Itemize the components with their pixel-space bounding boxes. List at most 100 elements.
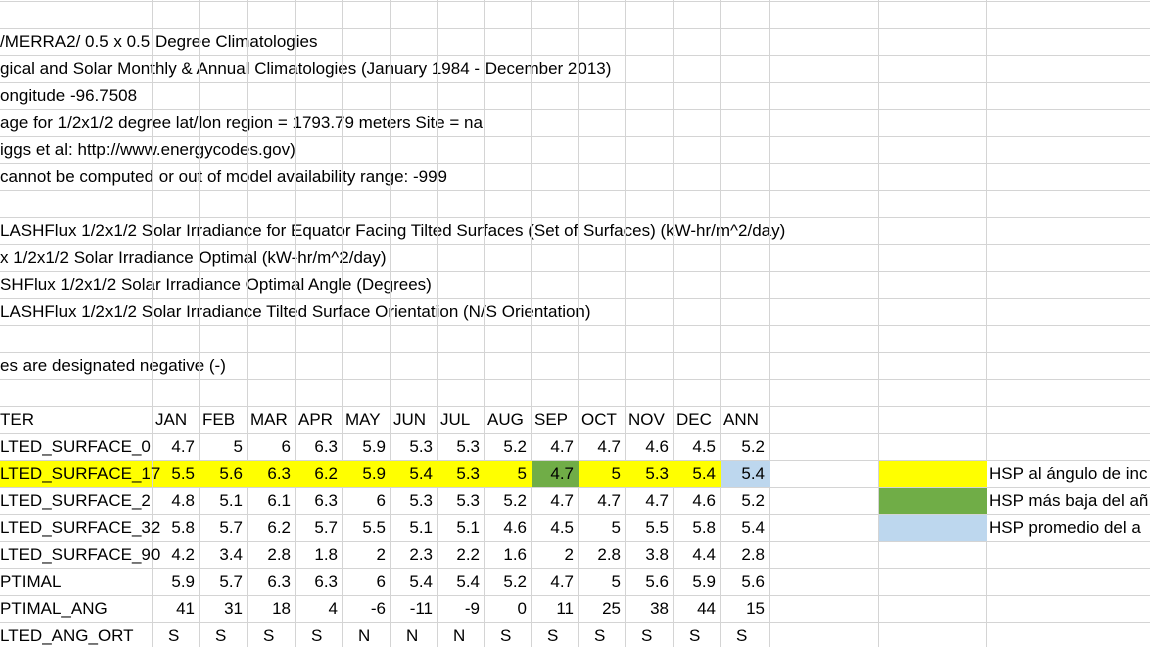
table-cell[interactable]: 2.8 xyxy=(267,545,291,564)
table-cell[interactable]: 5.5 xyxy=(362,518,386,537)
table-cell[interactable]: 5 xyxy=(611,464,621,483)
table-cell[interactable]: S xyxy=(594,626,606,645)
row-label[interactable]: PTIMAL_ANG xyxy=(0,599,108,618)
table-cell[interactable]: 4.7 xyxy=(550,491,574,510)
table-cell[interactable]: 2.3 xyxy=(409,545,433,564)
table-cell[interactable]: 1.8 xyxy=(314,545,338,564)
table-cell[interactable]: 5.5 xyxy=(171,464,195,483)
legend-text[interactable]: HSP al ángulo de inc xyxy=(989,464,1148,483)
table-cell[interactable]: -6 xyxy=(370,599,386,618)
info-line-2[interactable]: gical and Solar Monthly & Annual Climato… xyxy=(0,59,612,78)
table-cell[interactable]: 6.3 xyxy=(314,437,338,456)
table-cell[interactable]: 4.2 xyxy=(171,545,195,564)
table-cell[interactable]: 3.8 xyxy=(645,545,669,564)
month-header-jun[interactable]: JUN xyxy=(393,410,427,429)
table-cell[interactable]: 38 xyxy=(650,599,669,618)
table-cell[interactable]: 5.9 xyxy=(362,464,386,483)
table-cell[interactable]: 5.2 xyxy=(741,491,765,510)
table-cell[interactable]: S xyxy=(263,626,275,645)
table-cell[interactable]: 5.1 xyxy=(409,518,433,537)
table-cell[interactable]: 5.7 xyxy=(314,518,338,537)
table-cell[interactable]: 5.2 xyxy=(503,437,527,456)
table-cell[interactable]: 11 xyxy=(556,599,574,618)
table-cell[interactable]: S xyxy=(311,626,323,645)
header-parameter[interactable]: TER xyxy=(0,410,34,429)
table-cell[interactable]: 5.3 xyxy=(456,464,480,483)
table-cell[interactable]: 5.2 xyxy=(741,437,765,456)
month-header-jan[interactable]: JAN xyxy=(155,410,188,429)
table-cell[interactable]: 25 xyxy=(602,599,621,618)
table-cell[interactable]: 4.7 xyxy=(597,491,621,510)
info-line-8[interactable]: LASHFlux 1/2x1/2 Solar Irradiance for Eq… xyxy=(0,221,786,240)
month-header-nov[interactable]: NOV xyxy=(628,410,665,429)
month-header-ann[interactable]: ANN xyxy=(723,410,759,429)
table-cell[interactable]: 6.3 xyxy=(267,572,291,591)
table-cell[interactable]: 4.6 xyxy=(645,437,669,456)
table-cell[interactable]: 5.4 xyxy=(741,464,765,483)
table-cell[interactable]: 0 xyxy=(517,599,527,618)
legend-text[interactable]: HSP más baja del añ xyxy=(989,491,1149,510)
table-cell[interactable]: 6.3 xyxy=(314,572,338,591)
month-header-may[interactable]: MAY xyxy=(345,410,381,429)
table-cell[interactable]: 5.3 xyxy=(409,491,433,510)
table-cell[interactable]: 1.6 xyxy=(503,545,527,564)
table-cell[interactable]: 5 xyxy=(233,437,243,456)
info-line-4[interactable]: age for 1/2x1/2 degree lat/lon region = … xyxy=(0,113,483,132)
info-line-3[interactable]: ongitude -96.7508 xyxy=(0,86,138,105)
info-line-6[interactable]: cannot be computed or out of model avail… xyxy=(0,167,447,186)
row-label[interactable]: LTED_SURFACE_2 xyxy=(0,491,151,510)
info-line-9[interactable]: x 1/2x1/2 Solar Irradiance Optimal (kW-h… xyxy=(0,248,387,267)
table-cell[interactable]: 5.2 xyxy=(503,491,527,510)
table-cell[interactable]: N xyxy=(358,626,371,645)
table-cell[interactable]: 4.5 xyxy=(550,518,574,537)
legend-swatch-light_blue[interactable] xyxy=(879,515,987,541)
table-cell[interactable]: 3.4 xyxy=(219,545,243,564)
table-cell[interactable]: 41 xyxy=(176,599,195,618)
table-cell[interactable]: 4 xyxy=(328,599,338,618)
table-cell[interactable]: 5.3 xyxy=(409,437,433,456)
table-cell[interactable]: 5.4 xyxy=(409,464,433,483)
table-cell[interactable]: 6.2 xyxy=(267,518,291,537)
month-header-mar[interactable]: MAR xyxy=(250,410,288,429)
table-cell[interactable]: 5 xyxy=(517,464,527,483)
table-cell[interactable]: 6.2 xyxy=(314,464,338,483)
month-header-oct[interactable]: OCT xyxy=(581,410,617,429)
table-cell[interactable]: S xyxy=(500,626,512,645)
row-label[interactable]: LTED_ANG_ORT xyxy=(0,626,134,645)
table-cell[interactable]: 6 xyxy=(281,437,291,456)
info-line-5[interactable]: iggs et al: http://www.energycodes.gov) xyxy=(0,140,296,159)
table-cell[interactable]: 5.6 xyxy=(219,464,243,483)
table-cell[interactable]: 6.3 xyxy=(267,464,291,483)
table-cell[interactable]: 5.4 xyxy=(456,572,480,591)
table-cell[interactable]: 5.9 xyxy=(362,437,386,456)
table-cell[interactable]: 31 xyxy=(224,599,243,618)
table-cell[interactable]: 5.1 xyxy=(219,491,243,510)
table-cell[interactable]: -11 xyxy=(409,599,433,618)
table-cell[interactable]: 5.4 xyxy=(692,464,716,483)
info-line-11[interactable]: LASHFlux 1/2x1/2 Solar Irradiance Tilted… xyxy=(0,302,591,321)
month-header-apr[interactable]: APR xyxy=(298,410,333,429)
table-cell[interactable]: 5 xyxy=(611,518,621,537)
table-cell[interactable]: 4.7 xyxy=(171,437,195,456)
table-cell[interactable]: 5.3 xyxy=(456,437,480,456)
table-cell[interactable]: 5.6 xyxy=(645,572,669,591)
info-line-13[interactable]: es are designated negative (-) xyxy=(0,356,226,375)
table-cell[interactable]: 5.9 xyxy=(171,572,195,591)
table-cell[interactable]: S xyxy=(641,626,653,645)
table-cell[interactable]: 5.4 xyxy=(409,572,433,591)
info-line-1[interactable]: /MERRA2/ 0.5 x 0.5 Degree Climatologies xyxy=(0,32,318,51)
table-cell[interactable]: 5.7 xyxy=(219,518,243,537)
table-cell[interactable]: 4.4 xyxy=(692,545,716,564)
legend-swatch-yellow[interactable] xyxy=(879,461,987,487)
table-cell[interactable]: S xyxy=(547,626,559,645)
table-cell[interactable]: 4.6 xyxy=(692,491,716,510)
table-cell[interactable]: 4.5 xyxy=(692,437,716,456)
table-cell[interactable]: 2 xyxy=(376,545,386,564)
table-cell[interactable]: 4.7 xyxy=(645,491,669,510)
row-label[interactable]: LTED_SURFACE_90 xyxy=(0,545,161,564)
month-header-dec[interactable]: DEC xyxy=(676,410,712,429)
row-label[interactable]: LTED_SURFACE_17 xyxy=(0,464,161,483)
table-cell[interactable]: 4.6 xyxy=(503,518,527,537)
legend-text[interactable]: HSP promedio del a xyxy=(989,518,1141,537)
row-label[interactable]: LTED_SURFACE_0 xyxy=(0,437,151,456)
